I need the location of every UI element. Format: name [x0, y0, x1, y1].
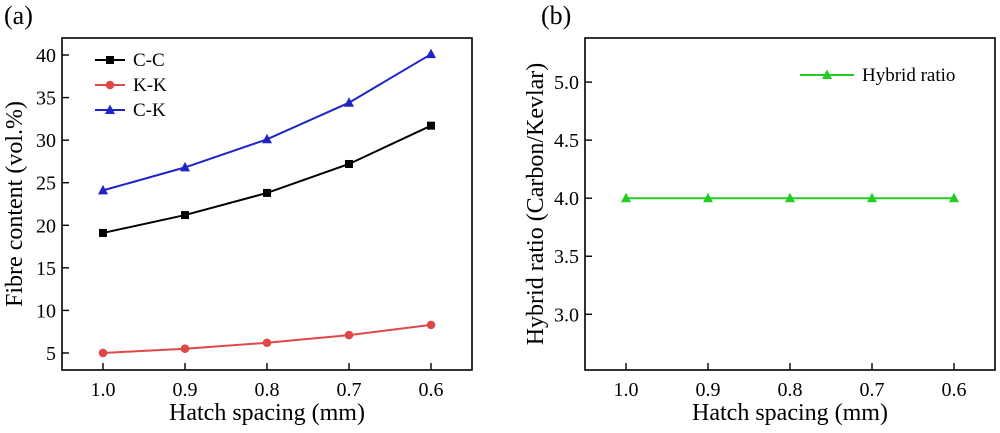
y-tick-label: 3.5 — [554, 246, 579, 268]
x-tick-label: 0.9 — [696, 379, 721, 401]
x-ticks-a: 1.0 0.9 0.8 0.7 0.6 — [91, 363, 444, 401]
x-tick-label: 1.0 — [91, 379, 116, 401]
data-point-c-k — [262, 133, 272, 144]
data-point-hybrid-ratio — [949, 192, 959, 203]
y-tick-label: 3.0 — [554, 304, 579, 326]
legend-b: Hybrid ratio — [800, 65, 955, 86]
data-point-k-k — [344, 330, 354, 340]
y-ticks-a: 5 10 15 20 25 30 35 40 — [36, 45, 69, 365]
data-point-c-k — [426, 48, 436, 59]
data-point-c-c — [99, 228, 107, 237]
y-tick-label: 5.0 — [554, 72, 579, 94]
x-tick-label: 0.9 — [173, 379, 198, 401]
y-axis-label-b: Hybrid ratio (Carbon/Kevlar) — [523, 63, 549, 346]
x-axis-label-a: Hatch spacing (mm) — [169, 400, 365, 426]
y-ticks-b: 3.0 3.5 4.0 4.5 5.0 — [554, 72, 592, 326]
y-tick-label: 35 — [36, 88, 56, 110]
series-a — [98, 48, 436, 358]
data-point-hybrid-ratio — [785, 192, 795, 203]
legend-marker-k-k — [105, 80, 115, 90]
data-point-hybrid-ratio — [621, 192, 631, 203]
data-point-k-k — [98, 348, 108, 358]
x-tick-label: 0.7 — [860, 379, 885, 401]
panel-label-b: (b) — [541, 1, 571, 30]
y-tick-label: 15 — [36, 258, 56, 280]
x-tick-label: 0.7 — [337, 379, 362, 401]
panel-label-a: (a) — [4, 1, 33, 30]
data-point-c-c — [427, 121, 435, 130]
x-tick-label: 1.0 — [614, 379, 639, 401]
y-axis-label-a: Fibre content (vol.%) — [2, 101, 28, 307]
series-b — [621, 192, 959, 203]
data-point-c-k — [344, 97, 354, 107]
legend-label-k-k: K-K — [133, 75, 167, 96]
plot-frame-a — [61, 37, 473, 371]
y-tick-label: 10 — [36, 300, 56, 322]
data-point-c-c — [263, 188, 271, 197]
y-tick-label: 20 — [36, 215, 56, 237]
data-point-hybrid-ratio — [703, 192, 713, 203]
panel-a: (a) 5 10 15 20 25 30 35 40 1.0 0.9 0.8 0.7 0.6 C-C K… — [2, 1, 473, 426]
y-tick-label: 30 — [36, 130, 56, 152]
y-tick-label: 5 — [46, 343, 56, 365]
data-point-hybrid-ratio — [867, 192, 877, 203]
y-tick-label: 4.0 — [554, 188, 579, 210]
legend-marker-hybrid-ratio — [822, 69, 832, 79]
data-point-k-k — [426, 320, 436, 330]
legend-label-c-k: C-K — [133, 100, 166, 121]
x-tick-label: 0.6 — [942, 379, 967, 401]
y-tick-label: 25 — [36, 173, 56, 195]
data-point-k-k — [180, 344, 190, 354]
x-tick-label: 0.6 — [419, 379, 444, 401]
data-point-k-k — [262, 338, 272, 348]
legend-label-hybrid-ratio: Hybrid ratio — [862, 65, 955, 86]
y-tick-label: 4.5 — [554, 130, 579, 152]
x-tick-label: 0.8 — [778, 379, 803, 401]
plot-frame-b — [584, 37, 996, 371]
legend-a: C-C K-K C-K — [95, 50, 167, 121]
data-point-c-c — [345, 159, 353, 168]
x-axis-label-b: Hatch spacing (mm) — [692, 400, 888, 426]
data-point-c-c — [181, 211, 189, 220]
data-point-c-k — [98, 184, 108, 195]
legend-marker-c-c — [106, 56, 114, 64]
data-point-c-k — [180, 161, 190, 172]
x-ticks-b: 1.0 0.9 0.8 0.7 0.6 — [614, 363, 967, 401]
panel-b: (b) 3.0 3.5 4.0 4.5 5.0 1.0 0.9 0.8 0.7 0.6 Hybr… — [523, 1, 996, 426]
y-tick-label: 40 — [36, 45, 56, 67]
x-tick-label: 0.8 — [255, 379, 280, 401]
legend-marker-c-k — [105, 104, 115, 114]
legend-label-c-c: C-C — [133, 50, 165, 71]
